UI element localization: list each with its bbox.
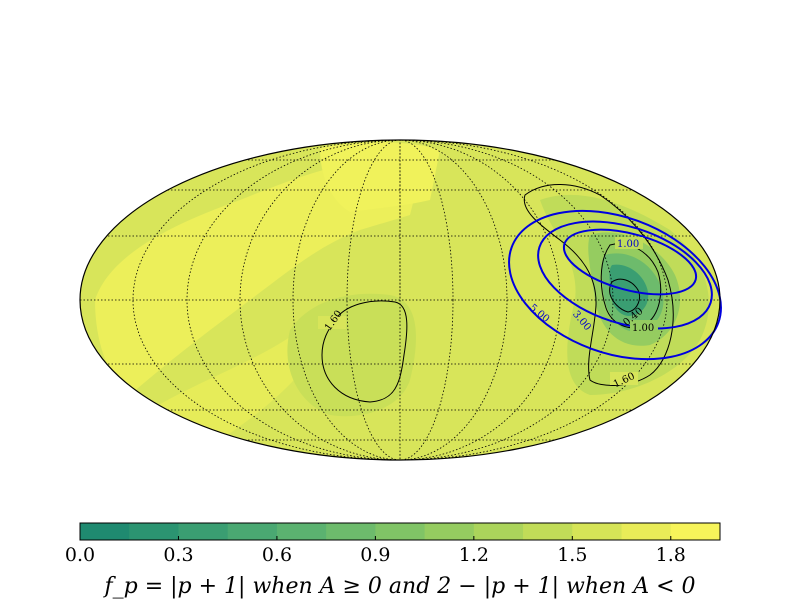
colorbar-tick-label: 0.6	[262, 544, 292, 566]
colorbar-segment	[178, 523, 229, 540]
heatmap-regions	[95, 142, 709, 440]
colorbar-tick-label: 0.0	[65, 544, 95, 566]
colorbar-tick-label: 0.9	[360, 544, 390, 566]
map-outline	[79, 139, 721, 461]
colorbar-segment	[375, 523, 426, 540]
colorbar-segment	[227, 523, 278, 540]
colorbar-tick-label: 1.2	[459, 544, 489, 566]
colorbar-outline	[79, 522, 721, 541]
colorbar-segment	[326, 523, 376, 540]
contour-label-1-00-right: 1.00	[632, 323, 654, 334]
colorbar-segment	[621, 523, 672, 540]
colorbar: 0.0 0.3 0.6 0.9 1.2 1.5 1.8 f_p = |p + 1| when…	[65, 522, 721, 599]
blue-contour-3-00	[537, 220, 713, 330]
contour-0-40-right	[609, 278, 641, 313]
colorbar-tick-label: 1.8	[656, 544, 686, 566]
colorbar-segments	[80, 523, 721, 540]
contour-label-blue-1-00: 1.00	[617, 239, 639, 250]
contour-labels: 1.60 1.60 1.00 0.40 1.00 3.00 5.00	[318, 237, 658, 390]
colorbar-ticks: 0.0 0.3 0.6 0.9 1.2 1.5 1.8	[65, 536, 686, 566]
sky-map: 1.60 1.60 1.00 0.40 1.00 3.00 5.00	[79, 139, 722, 461]
colorbar-tick-label: 1.5	[557, 544, 587, 566]
blue-contour-5-00	[508, 209, 722, 361]
blue-contour-1-00	[562, 228, 698, 296]
colorbar-tick-label: 0.3	[163, 544, 193, 566]
colorbar-segment	[572, 523, 623, 540]
high-region-left	[95, 158, 420, 395]
colorbar-segment	[473, 523, 524, 540]
blue-contours	[508, 209, 722, 361]
high-region-lower-left	[150, 330, 310, 440]
colorbar-segment	[129, 523, 179, 540]
colorbar-segment	[424, 523, 475, 540]
colorbar-segment	[523, 523, 573, 540]
colorbar-label: f_p = |p + 1| when A ≥ 0 and 2 − |p + 1|…	[102, 574, 695, 599]
colorbar-segment	[80, 523, 130, 540]
colorbar-segment	[276, 523, 327, 540]
contour-1-60-left	[321, 300, 408, 403]
colorbar-segment	[670, 523, 721, 540]
